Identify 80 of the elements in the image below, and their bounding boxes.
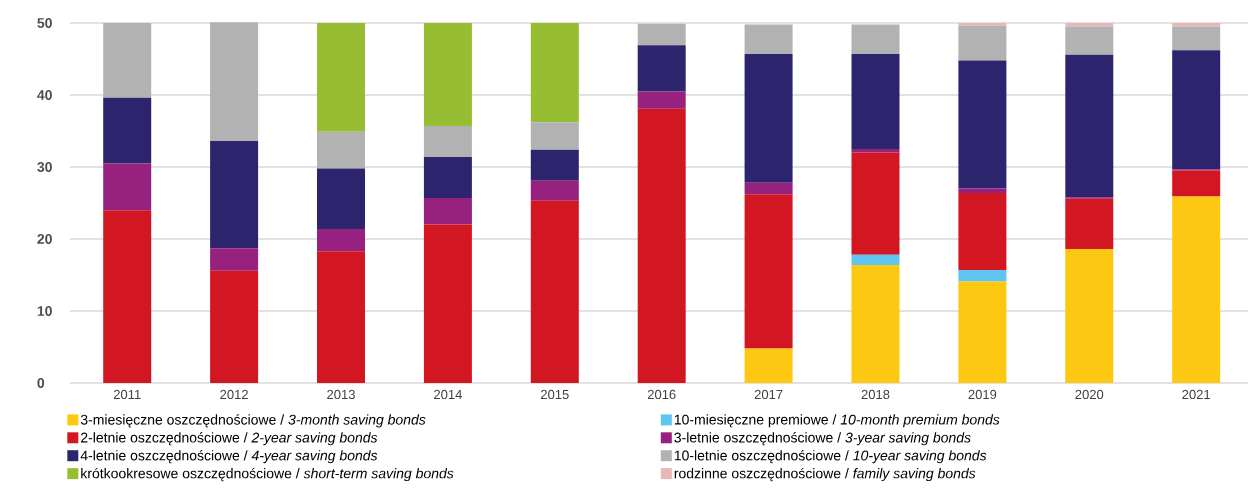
bar <box>958 188 1007 193</box>
bar <box>958 192 1007 270</box>
legend-label: 10-letnie oszczędnościowe / 10-year saving bonds <box>674 449 987 464</box>
x-tick-label: 2013 <box>327 389 355 400</box>
x-tick-label: 2017 <box>754 389 783 400</box>
y-tick-label: 40 <box>37 90 52 100</box>
bar <box>637 23 686 46</box>
bar <box>530 22 579 123</box>
x-tick-label: 2014 <box>434 389 462 400</box>
bar <box>851 53 900 149</box>
bar <box>637 45 686 92</box>
x-tick-label: 2020 <box>1075 389 1104 400</box>
x-tick-label: 2016 <box>647 389 676 400</box>
bar <box>958 25 1007 61</box>
bar <box>423 22 472 126</box>
bar <box>423 197 472 225</box>
bar <box>210 248 259 271</box>
bar <box>851 152 900 255</box>
bar <box>530 200 579 383</box>
bar <box>637 91 686 109</box>
bar <box>210 270 259 383</box>
bar <box>1065 26 1114 55</box>
bar <box>744 53 793 183</box>
bar <box>958 22 1007 26</box>
bar <box>103 210 152 383</box>
bar <box>1065 54 1114 198</box>
legend-label: rodzinne oszczędnościowe / family saving bonds <box>674 467 976 482</box>
bar <box>1172 196 1221 383</box>
bar <box>958 281 1007 383</box>
bar <box>851 254 900 265</box>
bar <box>317 168 365 229</box>
legend-label: krótkookresowe oszczędnościowe / short-term saving bonds <box>81 467 454 482</box>
bar <box>744 182 793 195</box>
bar <box>1065 198 1114 250</box>
bar <box>423 156 472 198</box>
legend-label: 3-miesięczne oszczędnościowe / 3-month saving bonds <box>80 414 426 428</box>
bar <box>958 60 1007 189</box>
bar <box>958 269 1007 282</box>
bar <box>1172 26 1221 51</box>
x-tick-label: 2011 <box>113 389 141 400</box>
legend-label: 4-letnie oszczędnościowe / 4-year saving bonds <box>80 449 378 464</box>
x-tick-label: 2012 <box>220 389 248 400</box>
x-tick-label: 2018 <box>861 389 890 400</box>
bar <box>744 194 793 349</box>
bar <box>317 131 365 169</box>
bar <box>1172 170 1221 197</box>
bar <box>1065 249 1114 383</box>
bar <box>317 22 365 132</box>
y-tick-label: 10 <box>37 306 52 316</box>
legend-label: 2-letnie oszczędnościowe / 2-year saving bonds <box>81 432 378 446</box>
bar <box>530 122 579 150</box>
bar <box>851 264 900 383</box>
bar <box>317 228 365 252</box>
bar <box>103 163 152 211</box>
y-tick-label: 50 <box>37 18 52 28</box>
bar <box>530 180 579 201</box>
bar <box>423 224 472 383</box>
bar <box>851 24 900 54</box>
legend-label: 3-letnie oszczędnościowe / 3-year saving bonds <box>674 432 971 446</box>
y-tick-label: 0 <box>37 378 45 388</box>
bar <box>210 22 259 142</box>
bar <box>1172 50 1221 170</box>
bar <box>1065 22 1114 27</box>
bar <box>423 125 472 157</box>
bar <box>210 141 259 249</box>
x-tick-label: 2015 <box>541 389 569 400</box>
bar <box>744 348 793 383</box>
bar <box>637 108 686 383</box>
legend-label: 10-miesięczne premiowe / 10-month premium bonds <box>674 414 1000 428</box>
bar <box>103 97 152 164</box>
bar <box>851 148 900 153</box>
x-tick-label: 2019 <box>968 389 997 400</box>
y-tick-label: 30 <box>37 162 52 172</box>
bar <box>530 149 579 181</box>
x-tick-label: 2021 <box>1182 389 1211 400</box>
y-tick-label: 20 <box>37 234 52 244</box>
bar <box>744 24 793 54</box>
bar <box>317 251 365 383</box>
bar <box>1172 22 1221 27</box>
bar <box>103 22 152 98</box>
